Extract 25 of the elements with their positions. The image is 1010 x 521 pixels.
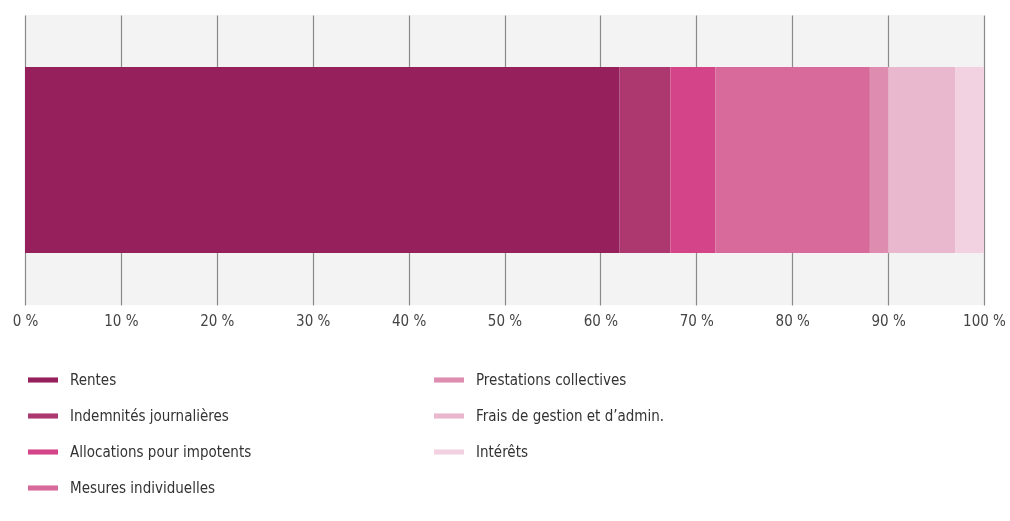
bar [25,67,620,253]
x-tick-label: 10 % [104,311,139,330]
bar [619,67,671,253]
legend-label: Indemnités journalières [70,407,229,425]
x-tick-label: 40 % [391,311,427,330]
bar [715,67,870,253]
x-tick-label: 60 % [583,311,619,330]
legend-label: Mesures individuelles [70,479,215,497]
bar [955,67,984,253]
legend-label: Allocations pour impotents [70,443,252,461]
x-tick-label: 20 % [200,311,235,330]
legend-label: Rentes [70,371,117,389]
bar [670,67,716,253]
bar [869,67,889,253]
bar [888,67,956,253]
legend-label: Prestations collectives [476,371,627,389]
x-tick-label: 80 % [775,311,811,330]
legend-label: Intérêts [476,443,528,461]
x-tick-label: 50 % [487,311,523,330]
x-tick-label: 0 % [12,311,39,330]
x-tick-label: 70 % [679,311,715,330]
x-tick-label: 30 % [296,311,331,330]
legend-label: Frais de gestion et d’admin. [476,407,665,425]
x-tick-label: 90 % [871,311,906,330]
x-tick-label: 100 % [963,311,1007,330]
